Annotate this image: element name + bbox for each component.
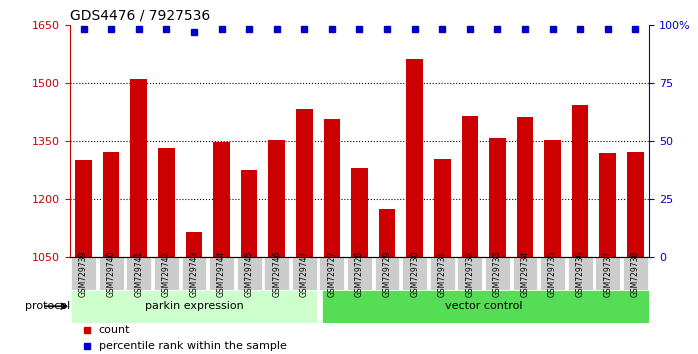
Bar	[567, 257, 593, 290]
Text: GSM729733: GSM729733	[493, 251, 502, 297]
Bar	[154, 257, 179, 290]
Bar	[71, 290, 317, 322]
Text: GSM729728: GSM729728	[355, 251, 364, 297]
Bar	[320, 257, 344, 290]
Text: GSM729730: GSM729730	[410, 251, 419, 297]
Text: GSM729734: GSM729734	[521, 251, 530, 297]
Bar	[237, 257, 262, 290]
Text: GSM729739: GSM729739	[79, 251, 88, 297]
Text: GSM729729: GSM729729	[383, 251, 392, 297]
Bar	[347, 257, 372, 290]
Bar	[209, 257, 234, 290]
Bar	[595, 257, 620, 290]
Bar	[572, 105, 588, 257]
Bar	[379, 209, 395, 257]
Bar	[71, 257, 96, 290]
Text: count: count	[99, 325, 131, 335]
Bar	[434, 159, 450, 257]
Bar	[292, 257, 317, 290]
Text: GSM729731: GSM729731	[438, 251, 447, 297]
Text: vector control: vector control	[445, 301, 522, 311]
Bar	[158, 148, 174, 257]
Bar	[241, 170, 258, 257]
Bar	[186, 232, 202, 257]
Bar	[485, 257, 510, 290]
Bar	[75, 160, 92, 257]
Text: GSM729740: GSM729740	[107, 251, 116, 297]
Text: GSM729738: GSM729738	[631, 251, 640, 297]
Bar	[351, 168, 368, 257]
Bar	[269, 140, 285, 257]
Text: GSM729727: GSM729727	[327, 251, 336, 297]
Bar	[375, 257, 399, 290]
Text: GSM729743: GSM729743	[189, 251, 198, 297]
Bar	[489, 138, 505, 257]
Text: GSM729745: GSM729745	[244, 251, 253, 297]
Bar	[627, 152, 644, 257]
Bar	[181, 257, 207, 290]
Bar	[322, 290, 651, 322]
Text: GSM729737: GSM729737	[603, 251, 612, 297]
Bar	[461, 116, 478, 257]
Bar	[126, 257, 151, 290]
Text: GSM729744: GSM729744	[217, 251, 226, 297]
Bar	[512, 257, 537, 290]
Text: GDS4476 / 7927536: GDS4476 / 7927536	[70, 8, 210, 22]
Bar	[103, 152, 119, 257]
Text: percentile rank within the sample: percentile rank within the sample	[99, 341, 287, 351]
Bar	[517, 117, 533, 257]
Text: GSM729742: GSM729742	[162, 251, 171, 297]
Bar	[406, 59, 423, 257]
Text: GSM729741: GSM729741	[134, 251, 143, 297]
Text: GSM729735: GSM729735	[548, 251, 557, 297]
Text: GSM729732: GSM729732	[466, 251, 475, 297]
Text: GSM729736: GSM729736	[576, 251, 585, 297]
Text: protocol: protocol	[24, 301, 70, 311]
Bar	[540, 257, 565, 290]
Bar	[265, 257, 289, 290]
Bar	[402, 257, 427, 290]
Bar	[324, 119, 340, 257]
Text: parkin expression: parkin expression	[144, 301, 244, 311]
Bar	[131, 79, 147, 257]
Bar	[600, 153, 616, 257]
Text: GSM729747: GSM729747	[300, 251, 309, 297]
Bar	[544, 140, 561, 257]
Bar	[99, 257, 124, 290]
Bar	[623, 257, 648, 290]
Bar	[457, 257, 482, 290]
Text: GSM729746: GSM729746	[272, 251, 281, 297]
Bar	[214, 142, 230, 257]
Bar	[296, 109, 313, 257]
Bar	[430, 257, 454, 290]
